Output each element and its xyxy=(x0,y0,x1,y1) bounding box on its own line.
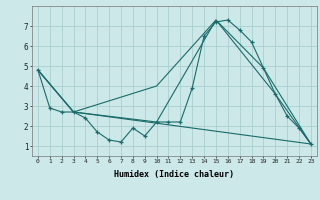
X-axis label: Humidex (Indice chaleur): Humidex (Indice chaleur) xyxy=(115,170,234,179)
